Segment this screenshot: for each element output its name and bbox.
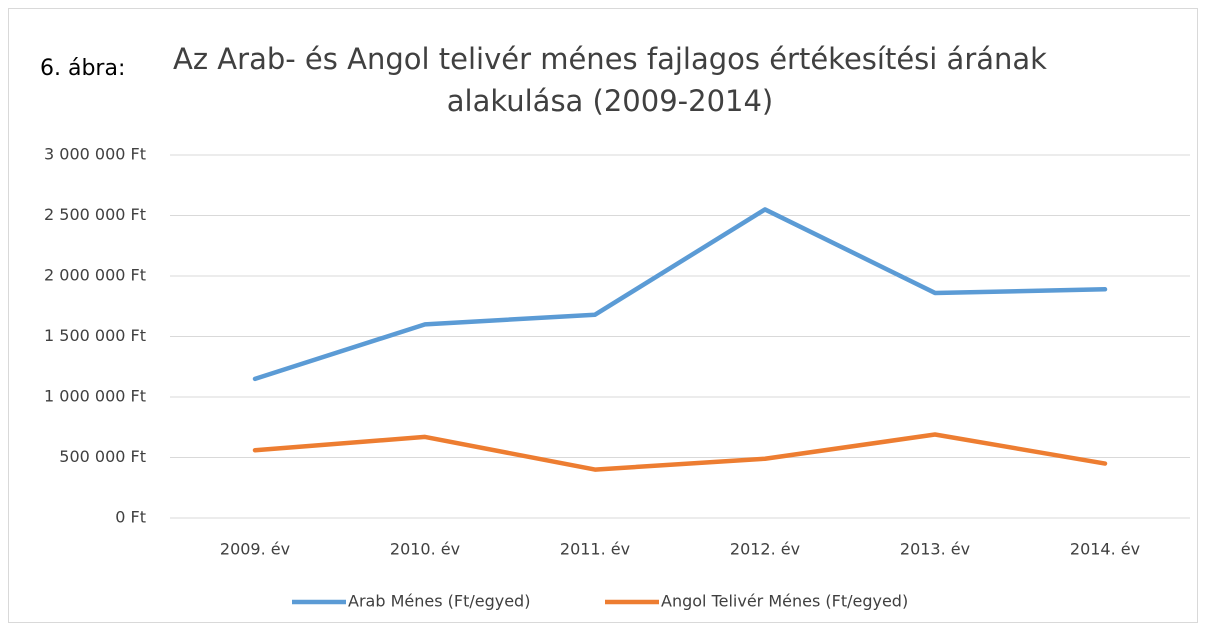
data-line [252, 207, 1108, 382]
x-tick-label: 2013. év [900, 540, 970, 559]
legend-label: Arab Ménes (Ft/egyed) [348, 592, 530, 611]
x-tick-label: 2009. év [220, 540, 290, 559]
chart-title: Az Arab- és Angol telivér ménes fajlagos… [173, 42, 1047, 118]
y-tick-label: 1 500 000 Ft [44, 326, 146, 345]
data-line [252, 432, 1108, 472]
x-tick-label: 2012. év [730, 540, 800, 559]
y-tick-label: 1 000 000 Ft [44, 387, 146, 406]
legend-label: Angol Telivér Ménes (Ft/egyed) [661, 592, 908, 611]
figure-label: 6. ábra: [40, 56, 126, 81]
x-tick-label: 2010. év [390, 540, 460, 559]
y-tick-label: 3 000 000 Ft [44, 145, 146, 164]
x-tick-label: 2014. év [1070, 540, 1140, 559]
chart-border [8, 8, 1198, 623]
y-tick-label: 0 Ft [115, 508, 146, 527]
y-tick-label: 500 000 Ft [59, 447, 146, 466]
y-tick-label: 2 500 000 Ft [44, 205, 146, 224]
x-tick-label: 2011. év [560, 540, 630, 559]
y-tick-label: 2 000 000 Ft [44, 266, 146, 285]
